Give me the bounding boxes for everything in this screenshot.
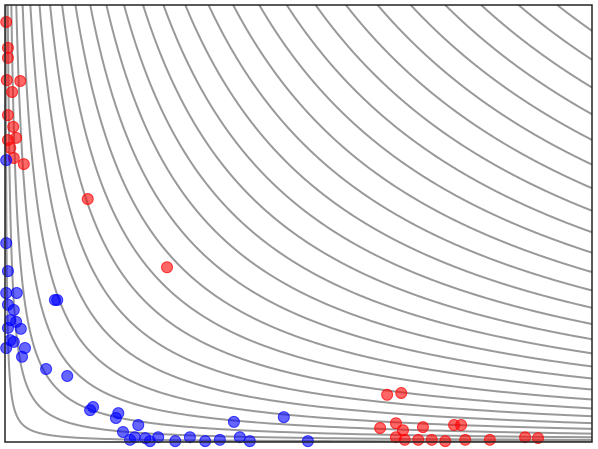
point [1,41,14,54]
point [7,120,20,133]
contour-line [479,5,592,89]
point [425,433,438,446]
point [81,193,94,206]
contour-line [344,5,592,190]
contour-line [232,5,592,274]
point [161,261,174,274]
point [51,293,64,306]
point [416,421,429,434]
point [132,418,145,431]
point [1,51,14,64]
point [389,417,402,430]
contour-line [105,5,592,368]
plot-frame [4,4,593,443]
contour-line [74,5,592,391]
point [1,265,14,278]
point [124,433,137,446]
point [199,435,212,448]
point [40,363,53,376]
point [243,435,256,448]
contour-line [61,5,592,401]
point [0,286,13,299]
point [61,370,74,383]
point [17,158,30,171]
point [277,411,290,424]
contour-line [258,5,592,254]
point [4,141,17,154]
contour-line [142,5,592,341]
point [1,109,14,122]
point [10,131,23,144]
point [14,75,27,88]
point [0,154,13,167]
point [455,418,468,431]
point [1,321,14,334]
point [116,425,129,438]
contour-line [123,5,592,355]
point [169,435,182,448]
point-group [0,16,544,448]
point [0,342,13,355]
point [112,407,125,420]
contour-line [443,5,592,116]
point [183,431,196,444]
point [483,433,496,446]
point [301,435,314,448]
contour-line [285,5,592,234]
contour-line [29,5,592,425]
contour-group [5,5,592,442]
point [10,286,23,299]
point [143,435,156,448]
contour-line [89,5,592,380]
contour-line [15,5,592,435]
contour-line [409,5,592,141]
point [233,431,246,444]
point [14,322,27,335]
point [439,435,452,448]
point [213,433,226,446]
point [7,304,20,317]
contour-line [38,5,592,418]
point [87,401,100,414]
contour-line [21,5,592,430]
contour-line [162,5,592,325]
point [459,433,472,446]
point [374,422,387,435]
point [227,415,240,428]
contour-line [376,5,592,166]
point [0,16,13,29]
point [6,85,19,98]
contour-line [555,5,592,32]
point [0,237,13,250]
point [381,388,394,401]
point [395,387,408,400]
point [519,431,532,444]
contour-line [516,5,592,61]
point [0,74,13,87]
point [398,433,411,446]
point [16,350,29,363]
contour-line [207,5,592,292]
point [531,432,544,445]
contour-line [314,5,592,212]
contour-line [184,5,592,309]
point [412,433,425,446]
contour-line [10,5,592,439]
